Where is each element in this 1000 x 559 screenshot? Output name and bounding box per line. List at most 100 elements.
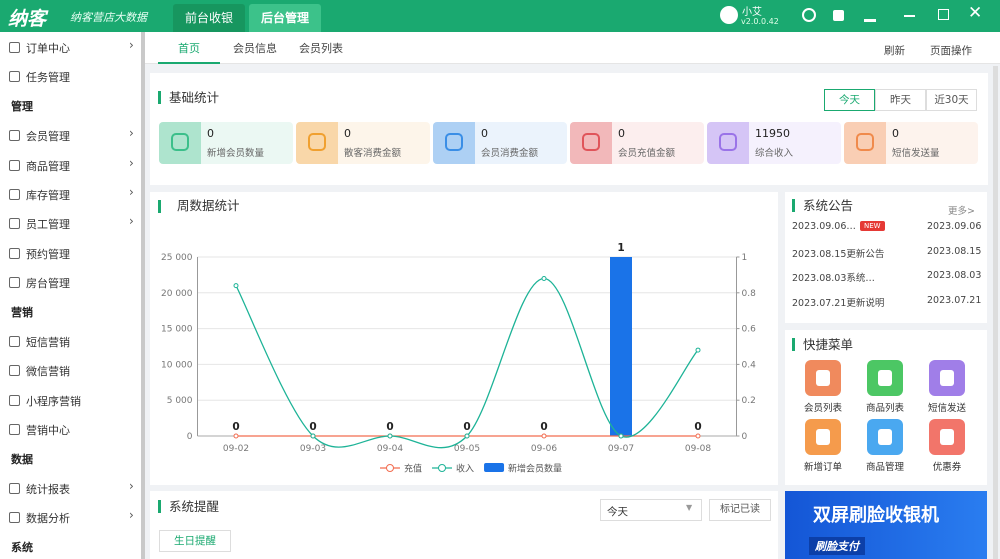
menu-item[interactable]: 会员管理	[26, 130, 70, 144]
stat-card	[159, 122, 293, 164]
period-tab[interactable]: 近30天	[926, 89, 977, 111]
quick-label[interactable]: 会员列表	[803, 403, 842, 414]
period-tab[interactable]: 昨天	[875, 89, 926, 111]
stat-icon	[707, 122, 749, 164]
avatar[interactable]	[720, 6, 738, 24]
quick-label[interactable]: 商品列表	[865, 403, 904, 414]
quick-menu-panel	[785, 330, 987, 485]
page-tab[interactable]: 会员列表	[299, 42, 343, 55]
notices-panel	[785, 192, 987, 323]
menu-item[interactable]: 小程序营销	[26, 394, 81, 408]
menu-item[interactable]: 商品管理	[26, 159, 70, 173]
notice-date: 2023.09.06	[927, 221, 982, 232]
lock-icon[interactable]	[833, 10, 844, 21]
quick-label[interactable]: 短信发送	[927, 403, 966, 414]
quick-icon-glyph	[816, 429, 830, 445]
menu-arrow: ›	[129, 214, 134, 229]
stat-card	[844, 122, 978, 164]
stat-card	[570, 122, 704, 164]
menu-icon	[9, 71, 20, 83]
stat-icon-glyph	[171, 133, 189, 151]
download-icon[interactable]	[864, 8, 876, 22]
stat-label: 综合收入	[755, 148, 794, 159]
stat-value: 0	[207, 127, 214, 140]
menu-icon	[9, 42, 20, 53]
menu-icon	[9, 424, 20, 436]
notice-date: 2023.07.21	[927, 294, 982, 306]
version: v2.0.0.42	[741, 17, 779, 26]
stat-icon	[433, 122, 475, 164]
menu-item[interactable]: 预约管理	[26, 247, 70, 261]
menu-arrow: ›	[129, 38, 134, 52]
section-header: 数据	[11, 452, 33, 466]
select-arrow: ▼	[686, 503, 693, 512]
page-tab[interactable]: 会员信息	[233, 42, 277, 55]
menu-icon	[9, 130, 20, 142]
menu-icon	[9, 336, 20, 347]
tab-action[interactable]: 刷新	[884, 45, 905, 57]
menu-arrow: ›	[129, 185, 134, 199]
menu-item[interactable]: 数据分析	[26, 512, 70, 526]
notice-title[interactable]: 2023.09.06…	[792, 221, 856, 232]
stat-label: 会员充值金额	[618, 148, 676, 159]
notice-title[interactable]: 2023.07.21更新说明	[792, 297, 885, 309]
menu-item[interactable]: 营销中心	[26, 424, 70, 438]
page-tab[interactable]: 首页	[158, 32, 220, 64]
menu-icon	[9, 159, 20, 171]
section-header: 管理	[11, 99, 33, 113]
minimize[interactable]	[904, 15, 915, 17]
menu-icon	[9, 277, 20, 289]
menu-item[interactable]: 员工管理	[26, 218, 70, 232]
banner[interactable]: 双屏刷脸收银机 刷脸支付	[785, 491, 987, 559]
quick-label[interactable]: 新增订单	[803, 462, 842, 473]
select[interactable]: 今天	[600, 499, 702, 521]
menu-arrow: ›	[129, 508, 134, 523]
section-header: 系统	[11, 540, 33, 554]
stat-label: 短信发送量	[892, 148, 940, 159]
reminder-tab[interactable]: 生日提醒	[159, 530, 231, 552]
panel-title: 系统公告	[792, 199, 853, 212]
panel-title: 系统提醒	[158, 500, 219, 513]
menu-item[interactable]: 短信营销	[26, 336, 70, 349]
menu-item[interactable]: 库存管理	[26, 189, 70, 202]
menu-item[interactable]: 任务管理	[26, 71, 70, 85]
quick-icon-glyph	[940, 370, 954, 386]
maximize[interactable]	[938, 9, 949, 20]
scrollbar	[993, 66, 998, 559]
section-header: 营销	[11, 305, 33, 319]
stat-label: 新增会员数量	[207, 148, 265, 159]
user-name: 小艾	[742, 7, 762, 18]
quick-label[interactable]: 商品管理	[865, 462, 904, 473]
menu-arrow: ›	[129, 479, 134, 493]
notice-date: 2023.08.15	[927, 245, 982, 257]
menu-icon	[9, 247, 20, 259]
menu-icon	[9, 394, 20, 406]
more-link[interactable]: 更多>	[948, 206, 975, 217]
stat-icon-glyph	[719, 133, 737, 151]
stat-icon	[159, 122, 201, 164]
stat-icon-glyph	[445, 133, 463, 151]
stat-value: 11950	[755, 127, 790, 140]
close[interactable]: ✕	[968, 3, 983, 23]
quick-label[interactable]: 优惠券	[932, 462, 962, 473]
header-tab[interactable]: 后台管理	[249, 4, 321, 32]
menu-arrow: ›	[129, 155, 134, 170]
banner-subtitle: 刷脸支付	[809, 537, 865, 555]
notice-title[interactable]: 2023.08.03系统…	[792, 273, 875, 284]
stat-icon	[844, 122, 886, 164]
menu-arrow: ›	[129, 126, 134, 141]
sync-icon[interactable]	[802, 8, 816, 22]
chart-panel	[150, 192, 778, 485]
menu-item[interactable]: 房台管理	[26, 277, 70, 291]
notice-title[interactable]: 2023.08.15更新公告	[792, 248, 885, 260]
panel-title: 快捷菜单	[792, 338, 853, 351]
menu-item[interactable]: 统计报表	[26, 483, 70, 496]
menu-item[interactable]: 订单中心	[26, 42, 70, 55]
stat-value: 0	[344, 127, 351, 140]
menu-item[interactable]: 微信营销	[26, 365, 70, 379]
header-tab[interactable]: 前台收银	[173, 4, 245, 32]
button[interactable]: 标记已读	[709, 499, 771, 521]
tab-action[interactable]: 页面操作	[930, 45, 972, 57]
period-tab[interactable]: 今天	[824, 89, 875, 111]
menu-icon	[9, 365, 20, 377]
